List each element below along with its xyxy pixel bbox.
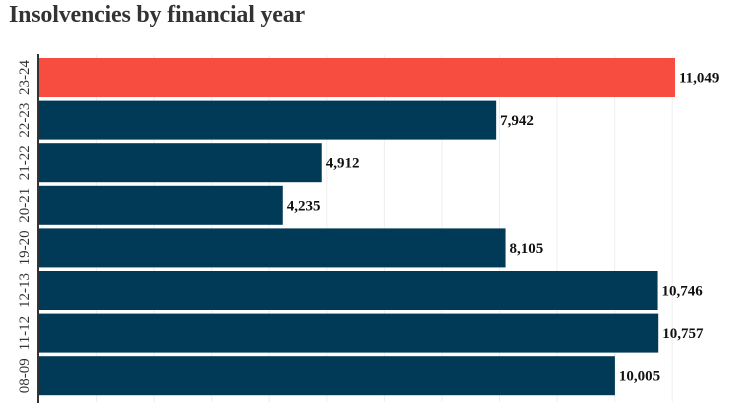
value-label-08-09: 10,005 [619, 369, 660, 385]
value-label-19-20: 8,105 [510, 241, 544, 257]
value-label-20-21: 4,235 [287, 198, 321, 214]
bar-19-20 [39, 228, 506, 268]
bar-08-09 [39, 356, 615, 396]
bar-12-13 [39, 271, 658, 310]
category-label-08-09: 08-09 [17, 358, 33, 393]
value-label-22-23: 7,942 [500, 113, 534, 129]
category-labels: 23-24 22-23 21-22 20-21 19-20 12-13 11-12 08-09 [17, 60, 33, 394]
bar-20-21 [39, 185, 283, 225]
value-label-23-24: 11,049 [679, 71, 719, 87]
bar-21-22 [39, 143, 322, 183]
value-label-11-12: 10,757 [662, 326, 704, 342]
value-labels: 11,049 7,942 4,912 4,235 8,105 10,746 10,757 10… [287, 71, 720, 385]
category-label-20-21: 20-21 [17, 188, 33, 223]
bars [39, 58, 675, 396]
category-label-22-23: 22-23 [17, 103, 33, 138]
value-label-21-22: 4,912 [326, 156, 360, 172]
bar-23-24 [39, 58, 675, 97]
value-label-12-13: 10,746 [662, 284, 704, 300]
bar-11-12 [39, 313, 659, 353]
category-label-11-12: 11-12 [17, 316, 33, 350]
category-label-23-24: 23-24 [17, 60, 33, 95]
category-label-21-22: 21-22 [17, 145, 33, 180]
category-label-19-20: 19-20 [17, 230, 33, 265]
category-label-12-13: 12-13 [17, 273, 33, 308]
bar-22-23 [39, 100, 497, 140]
chart-title: Insolvencies by financial year [9, 2, 306, 28]
